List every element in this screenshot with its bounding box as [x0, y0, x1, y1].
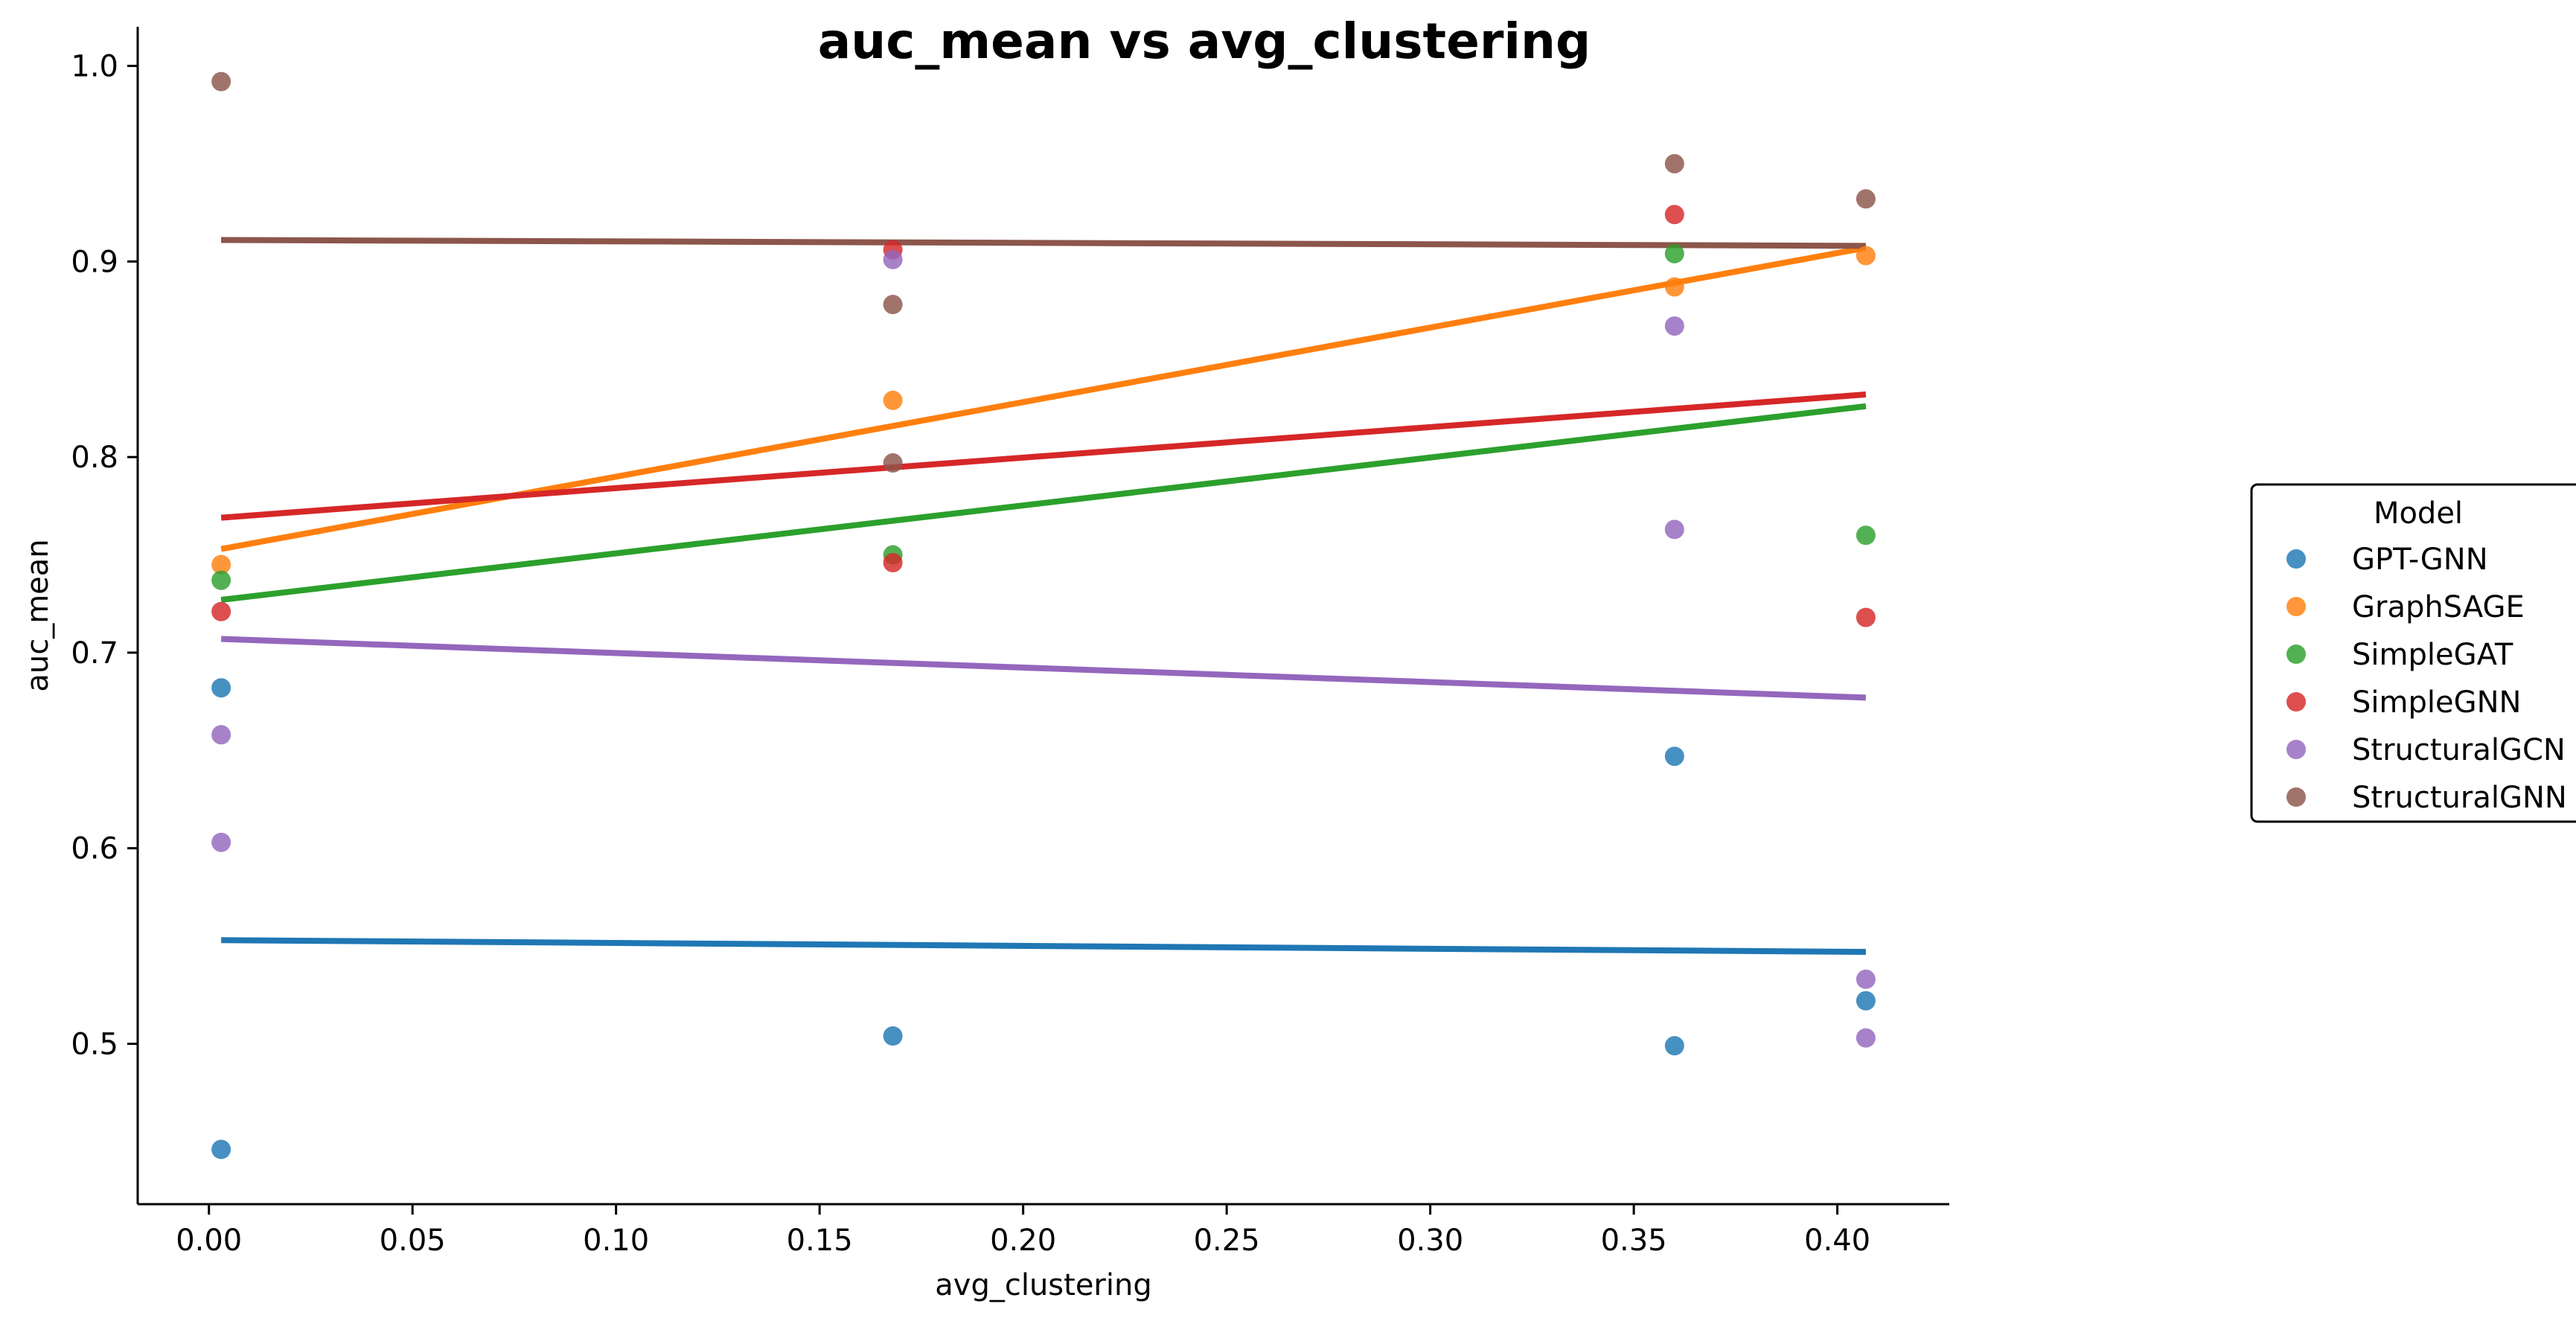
point-gpt-gnn — [1664, 1036, 1684, 1056]
point-simplegat — [211, 570, 231, 590]
point-structuralgnn — [883, 295, 903, 315]
point-graphsage — [1856, 246, 1876, 266]
point-structuralgcn — [1664, 519, 1684, 540]
y-tick-label: 0.7 — [71, 636, 118, 671]
legend-marker-structuralgcn — [2286, 740, 2306, 759]
y-tick-label: 0.9 — [71, 245, 118, 279]
legend-marker-gpt-gnn — [2286, 549, 2306, 569]
point-structuralgnn — [1664, 153, 1684, 173]
y-tick-label: 1.0 — [71, 50, 118, 84]
legend-items: GPT-GNN GraphSAGE SimpleGAT SimpleGNN Struct… — [2286, 543, 2567, 815]
x-tick-label: 0.15 — [787, 1224, 853, 1258]
point-structuralgcn — [1664, 316, 1684, 336]
fit-line-simplegnn — [220, 391, 1867, 521]
fit-line-structuralgcn — [220, 636, 1867, 701]
point-simplegat — [1664, 243, 1684, 263]
point-structuralgcn — [1856, 1028, 1876, 1048]
point-gpt-gnn — [211, 678, 231, 698]
x-tick-label: 0.20 — [990, 1224, 1056, 1258]
point-graphsage — [883, 390, 903, 410]
point-graphsage — [1664, 277, 1684, 297]
legend-label-graphsage: GraphSAGE — [2352, 590, 2525, 624]
legend-label-simplegat: SimpleGAT — [2352, 638, 2513, 672]
legend-marker-structuralgnn — [2286, 787, 2306, 807]
point-structuralgnn — [211, 71, 231, 92]
legend-label-simplegnn: SimpleGNN — [2352, 685, 2521, 720]
point-structuralgcn — [1856, 969, 1876, 989]
fit-lines — [220, 237, 1867, 955]
fit-line-simplegat — [220, 403, 1867, 603]
point-structuralgnn — [883, 453, 903, 473]
x-tick-label: 0.35 — [1601, 1224, 1667, 1258]
point-gpt-gnn — [883, 1026, 903, 1046]
point-simplegnn — [1856, 607, 1876, 627]
x-tick-label: 0.00 — [176, 1224, 242, 1258]
chart-title: auc_mean vs avg_clustering — [818, 13, 1591, 70]
y-axis-label: auc_mean — [21, 539, 55, 691]
scatter-points — [211, 71, 1876, 1160]
point-structuralgcn — [211, 832, 231, 852]
point-structuralgcn — [883, 249, 903, 269]
point-structuralgcn — [211, 725, 231, 745]
x-ticks: 0.00 0.05 0.10 0.15 0.20 0.25 0.30 0.35 0.40 — [176, 1204, 1870, 1258]
legend: Model GPT-GNN GraphSAGE SimpleGAT SimpleGNN… — [2250, 483, 2576, 823]
point-gpt-gnn — [1856, 991, 1876, 1011]
point-simplegat — [1856, 525, 1876, 546]
y-tick-label: 0.5 — [71, 1028, 118, 1062]
point-graphsage — [211, 554, 231, 575]
x-tick-label: 0.30 — [1397, 1224, 1463, 1258]
legend-frame — [2250, 483, 2576, 823]
y-tick-label: 0.6 — [71, 832, 118, 866]
legend-label-structuralgnn: StructuralGNN — [2352, 781, 2567, 815]
x-tick-label: 0.25 — [1194, 1224, 1260, 1258]
point-structuralgnn — [1856, 189, 1876, 209]
point-gpt-gnn — [211, 1139, 231, 1160]
y-ticks: 0.5 0.6 0.7 0.8 0.9 1.0 — [71, 50, 138, 1062]
point-simplegnn — [883, 553, 903, 573]
legend-marker-simplegnn — [2286, 692, 2306, 711]
point-simplegnn — [1664, 205, 1684, 225]
point-gpt-gnn — [1664, 746, 1684, 767]
fit-line-structuralgnn — [221, 237, 1866, 249]
fit-line-gpt-gnn — [221, 937, 1866, 955]
y-tick-label: 0.8 — [71, 441, 118, 475]
legend-label-gpt-gnn: GPT-GNN — [2352, 543, 2488, 577]
legend-marker-simplegat — [2286, 645, 2306, 664]
axes — [136, 27, 1949, 1206]
legend-label-structuralgcn: StructuralGCN — [2352, 733, 2566, 767]
x-tick-label: 0.10 — [583, 1224, 649, 1258]
x-tick-label: 0.40 — [1804, 1224, 1870, 1258]
legend-marker-graphsage — [2286, 597, 2306, 616]
x-axis-label: avg_clustering — [935, 1268, 1151, 1302]
point-simplegnn — [211, 601, 231, 621]
x-tick-label: 0.05 — [380, 1224, 446, 1258]
legend-title: Model — [2374, 496, 2463, 531]
